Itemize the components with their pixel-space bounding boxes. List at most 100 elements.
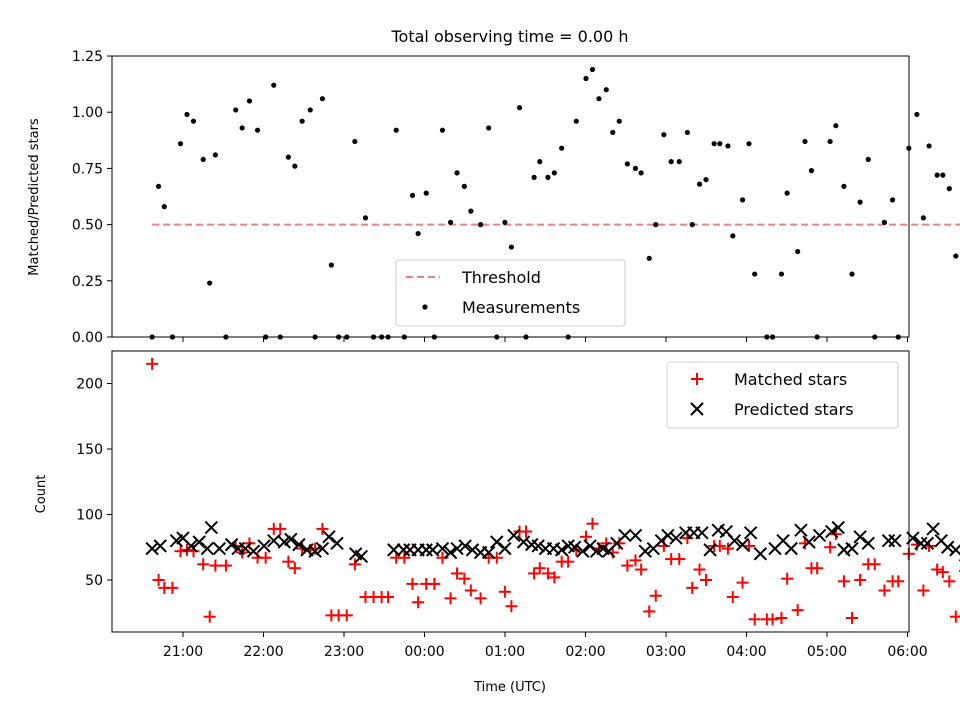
predicted-star-point bbox=[257, 539, 271, 553]
matched-star-point bbox=[166, 581, 179, 594]
x-tick-label: 03:00 bbox=[646, 644, 686, 660]
measurement-point bbox=[292, 163, 298, 169]
predicted-star-point bbox=[516, 535, 531, 549]
measurement-point bbox=[246, 98, 253, 104]
predicted-star-point bbox=[695, 526, 709, 540]
matched-star-point bbox=[892, 575, 905, 588]
measurement-point bbox=[299, 118, 305, 124]
measurement-point bbox=[212, 152, 218, 158]
matched-star-point bbox=[673, 553, 686, 566]
predicted-star-point bbox=[703, 543, 717, 557]
matched-star-point bbox=[586, 517, 599, 530]
matched-star-point bbox=[686, 581, 699, 594]
measurement-point bbox=[583, 75, 589, 82]
measurement-point bbox=[393, 127, 399, 133]
measurement-point bbox=[573, 118, 579, 124]
matched-star-point bbox=[528, 567, 541, 580]
matched-star-point bbox=[348, 558, 361, 571]
predicted-star-point bbox=[628, 528, 643, 543]
top-y-axis-label: Matched/Predicted stars bbox=[27, 118, 42, 276]
matched-star-point bbox=[519, 525, 532, 538]
measurement-point bbox=[624, 161, 630, 167]
measurement-point bbox=[486, 125, 492, 131]
matched-star-point bbox=[713, 539, 726, 552]
measurement-point bbox=[696, 181, 703, 187]
predicted-legend-marker bbox=[690, 402, 704, 416]
predicted-star-point bbox=[212, 541, 227, 556]
measurement-point bbox=[940, 172, 946, 178]
measurement-point bbox=[610, 129, 616, 136]
legend-predicted-label: Predicted stars bbox=[734, 400, 854, 419]
predicted-star-point bbox=[246, 544, 261, 558]
x-tick-label: 06:00 bbox=[887, 644, 927, 660]
matched-star-point bbox=[868, 558, 881, 571]
matched-star-point bbox=[791, 604, 804, 617]
measurement-point bbox=[319, 96, 326, 102]
measurement-point bbox=[454, 170, 460, 176]
measurement-point bbox=[841, 183, 847, 189]
matched-star-point bbox=[197, 558, 210, 571]
matched-star-point bbox=[837, 575, 850, 588]
matched-legend-marker bbox=[691, 373, 703, 385]
x-tick-label: 22:00 bbox=[243, 644, 283, 660]
predicted-star-point bbox=[419, 543, 433, 557]
measurement-point bbox=[328, 262, 334, 268]
bottom-legend: Matched stars Predicted stars bbox=[666, 361, 899, 429]
matched-star-point bbox=[464, 584, 477, 597]
measurement-point bbox=[784, 190, 790, 196]
predicted-star-point bbox=[490, 535, 504, 549]
matched-star-point bbox=[643, 605, 656, 618]
measurements-series bbox=[149, 66, 959, 340]
measurement-point bbox=[200, 156, 206, 163]
measurement-point bbox=[409, 192, 416, 198]
matched-star-point bbox=[548, 571, 561, 584]
predicted-star-point bbox=[743, 526, 758, 540]
predicted-star-point bbox=[481, 545, 496, 560]
matched-star-point bbox=[451, 567, 464, 580]
matched-star-point bbox=[766, 613, 779, 626]
matched-star-point bbox=[498, 585, 511, 598]
predicted-star-point bbox=[192, 535, 206, 549]
measurement-point bbox=[531, 174, 537, 180]
matched-star-point bbox=[209, 559, 222, 572]
matched-star-point bbox=[781, 572, 794, 585]
matched-star-point bbox=[775, 611, 788, 624]
measurement-point bbox=[689, 222, 695, 228]
predicted-star-point bbox=[669, 531, 683, 545]
measurement-point bbox=[233, 107, 239, 113]
top-x-axis-ticks bbox=[182, 337, 908, 342]
measurement-point bbox=[362, 215, 369, 221]
measurement-point bbox=[684, 129, 690, 136]
predicted-star-point bbox=[435, 541, 450, 556]
predicted-star-point bbox=[204, 520, 219, 535]
y-tick-label: 1.25 bbox=[72, 49, 103, 65]
predicted-star-point bbox=[322, 530, 336, 544]
x-tick-label: 02:00 bbox=[565, 644, 605, 660]
predicted-star-point bbox=[888, 533, 902, 548]
matched-star-point bbox=[700, 574, 713, 586]
measurement-point bbox=[849, 271, 855, 277]
measurement-point bbox=[946, 186, 952, 192]
measurement-point bbox=[802, 138, 808, 145]
predicted-star-point bbox=[465, 543, 480, 557]
legend-threshold-label: Threshold bbox=[461, 268, 541, 287]
chart-title: Total observing time = 0.00 h bbox=[390, 27, 628, 46]
y-tick-label: 150 bbox=[76, 442, 103, 458]
bottom-y-axis: 50 100 150 200 bbox=[76, 377, 112, 589]
predicted-star-point bbox=[238, 541, 253, 556]
measurement-point bbox=[477, 222, 484, 228]
y-tick-label: 50 bbox=[85, 573, 103, 589]
predicted-star-point bbox=[753, 547, 768, 561]
matched-star-point bbox=[219, 559, 232, 572]
matched-star-point bbox=[726, 591, 739, 604]
predicted-star-point bbox=[618, 528, 632, 543]
predicted-star-point bbox=[727, 533, 742, 548]
measurement-point bbox=[953, 253, 959, 259]
matched-star-point bbox=[562, 555, 575, 568]
measurement-point bbox=[920, 215, 926, 221]
x-tick-label: 01:00 bbox=[485, 644, 525, 660]
y-tick-label: 0.00 bbox=[72, 330, 103, 346]
measurement-point bbox=[161, 204, 167, 210]
measurement-point bbox=[730, 233, 736, 239]
